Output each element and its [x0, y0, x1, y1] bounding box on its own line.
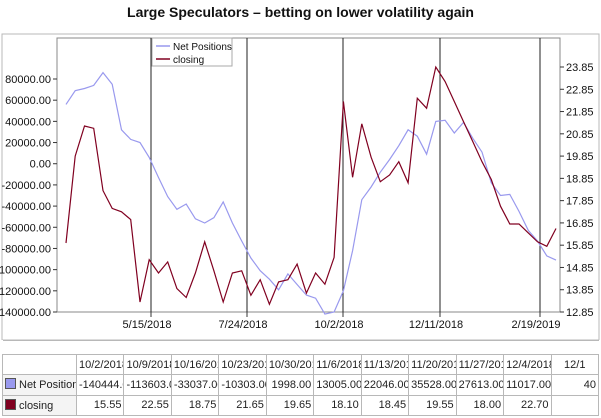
table-row-label: Net Positions — [2, 374, 77, 396]
left-axis: 80000.00 60000.00 40000.00 20000.00 0.00 -200… — [0, 74, 57, 319]
table-column-header: 10/2/2018 — [75, 353, 125, 376]
table-cell: 19.65 — [265, 394, 315, 417]
table-row: closing 15.55 22.55 18.75 21.65 19.65 18.10 18.… — [2, 394, 600, 417]
right-axis: 23.85 22.85 21.85 20.85 19.85 18.85 17.85 16.85… — [560, 62, 594, 319]
table-cell: 18.45 — [360, 394, 410, 417]
table-column-header: 10/16/2018 — [170, 353, 220, 376]
right-tick-label: 20.85 — [566, 129, 594, 141]
table-column-header: 11/13/2018 — [360, 353, 410, 376]
row-label-text: Net Positions — [19, 379, 76, 392]
table-cell: -113603.00 — [123, 374, 172, 396]
table-column-header: 10/9/2018 — [123, 353, 172, 376]
left-tick-label: 0.00 — [30, 159, 51, 171]
plot-area — [56, 37, 561, 313]
left-tick-label: -100000.00 — [0, 265, 51, 277]
left-tick-label: -40000.00 — [1, 201, 51, 213]
table-cell: 11017.00 — [503, 374, 552, 396]
left-tick-label: -120000.00 — [0, 286, 51, 298]
legend-label: closing — [173, 55, 204, 66]
table-cell — [550, 394, 600, 417]
table-cell: 13005.00 — [313, 374, 362, 396]
right-tick-label: 22.85 — [566, 84, 594, 96]
table-cell: -33037.00 — [170, 374, 220, 396]
table-cell: 22046.00 — [360, 374, 410, 396]
right-tick-label: 21.85 — [566, 107, 594, 119]
x-axis: 5/15/2018 7/24/2018 10/2/2018 12/11/2018 2/1… — [123, 312, 561, 331]
legend-label: Net Positions — [173, 42, 232, 53]
table-row-label: closing — [2, 394, 77, 417]
table-cell: 15.55 — [75, 394, 125, 417]
right-tick-label: 16.85 — [566, 218, 594, 230]
left-tick-label: 60000.00 — [5, 95, 51, 107]
right-tick-label: 12.85 — [566, 307, 594, 319]
table-cell: 22.70 — [503, 394, 552, 417]
legend: Net Positions closing — [151, 37, 233, 67]
table-column-header: 11/6/2018 — [313, 353, 362, 376]
legend-box — [151, 37, 233, 67]
series-line-closing — [65, 65, 557, 306]
series-lines — [65, 65, 557, 315]
table-column-header: 10/23/2018 — [218, 353, 267, 376]
chart-frame — [1, 33, 600, 340]
right-tick-label: 23.85 — [566, 62, 594, 74]
table-cell: 21.65 — [218, 394, 267, 417]
table-header-row: 10/2/201810/9/201810/16/201810/23/201810… — [2, 353, 600, 376]
x-tick-label: 10/2/2018 — [315, 319, 364, 331]
table-cell: 1998.00 — [265, 374, 315, 396]
table-cell: 35528.00 — [408, 374, 457, 396]
right-tick-label: 13.85 — [566, 285, 594, 297]
table-row: Net Positions-140444.00-113603.00-33037.… — [2, 374, 600, 396]
left-tick-label: 40000.00 — [5, 116, 51, 128]
table-column-header: 12/1 — [550, 353, 600, 376]
left-tick-label: 80000.00 — [5, 74, 51, 86]
table-cell: 40 — [550, 374, 600, 396]
table-cell: 22.55 — [123, 394, 172, 417]
right-tick-label: 18.85 — [566, 173, 594, 185]
chart-title: Large Speculators – betting on lower vol… — [127, 4, 474, 20]
right-tick-label: 15.85 — [566, 240, 594, 252]
series-color-swatch — [5, 378, 16, 390]
table-cell: 19.55 — [408, 394, 457, 417]
right-tick-label: 17.85 — [566, 196, 594, 208]
left-tick-label: -60000.00 — [1, 222, 51, 234]
table-column-header: 11/20/2018 — [408, 353, 457, 376]
data-table: 10/2/201810/9/201810/16/201810/23/201810… — [2, 340, 600, 417]
row-label-text: closing — [19, 399, 54, 412]
x-tick-label: 7/24/2018 — [219, 319, 268, 331]
right-tick-label: 14.85 — [566, 262, 594, 274]
table-column-header: 11/27/2018 — [455, 353, 505, 376]
left-tick-label: 20000.00 — [5, 138, 51, 150]
series-color-swatch — [5, 398, 16, 410]
x-tick-label: 2/19/2019 — [512, 319, 561, 331]
left-tick-label: -140000.00 — [0, 307, 51, 319]
left-tick-label: -80000.00 — [1, 243, 51, 255]
x-tick-label: 5/15/2018 — [123, 319, 172, 331]
table-cell: 18.10 — [313, 394, 362, 417]
x-tick-label: 12/11/2018 — [409, 319, 463, 331]
table-cell: 18.00 — [455, 394, 505, 417]
table-column-header: 10/30/2018 — [265, 353, 315, 376]
grid-lines — [1, 33, 600, 340]
table-cell: 18.75 — [170, 394, 220, 417]
table-column-header: 12/4/2018 — [503, 353, 552, 376]
line-chart: 80000.00 60000.00 40000.00 20000.00 0.00 -200… — [0, 33, 600, 340]
left-tick-label: -20000.00 — [1, 180, 51, 192]
table-cell: -10303.00 — [218, 374, 267, 396]
series-line-net-positions — [65, 71, 557, 315]
table-cell: 27613.00 — [455, 374, 505, 396]
table-cell: -140444.00 — [75, 374, 125, 396]
right-tick-label: 19.85 — [566, 151, 594, 163]
table-corner — [2, 353, 77, 376]
